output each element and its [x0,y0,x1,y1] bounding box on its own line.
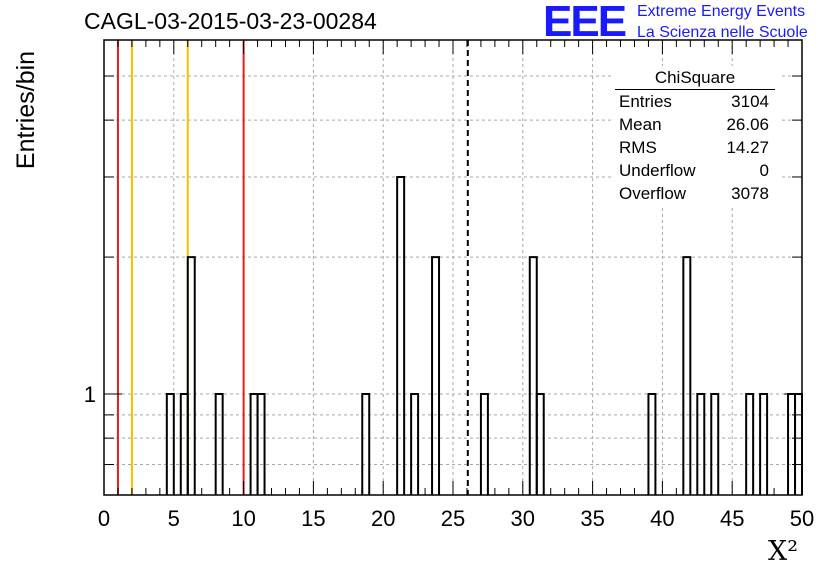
histogram-bar [361,393,371,495]
histogram-bar [186,256,196,495]
histogram-bar [535,393,545,495]
histogram-bar [256,393,266,495]
stats-label: Mean [619,115,662,134]
y-axis-label: Entries/bin [12,50,40,170]
histogram-bar [682,256,692,495]
stats-value: 3104 [731,92,769,111]
x-tick-label: 45 [720,506,744,531]
logo-subtitle-1: Extreme Energy Events [637,3,806,20]
stats-label: Underflow [619,161,696,180]
x-tick-label: 0 [98,506,110,531]
histogram-bar [431,256,441,495]
histogram-bar [710,393,720,495]
histogram-bar [396,175,406,495]
stats-value: 3078 [731,184,769,203]
stats-label: Overflow [619,184,687,203]
histogram-bar [647,393,657,495]
x-tick-label: 25 [441,506,465,531]
x-tick-label: 10 [231,506,255,531]
histogram-bar [214,393,224,495]
histogram-bar [696,393,706,495]
stats-row-overflow: Overflow 3078 [611,182,779,205]
stats-row-rms: RMS 14.27 [611,136,779,159]
stats-title: ChiSquare [615,66,775,90]
x-tick-label: 35 [580,506,604,531]
logo-subtitle-2: La Scienza nelle Scuole [637,24,808,41]
x-axis-label: X² [768,536,799,567]
x-tick-label: 50 [790,506,814,531]
histogram-bar [410,393,420,495]
stats-value: 14.27 [726,138,769,157]
eee-logo: EEE [543,0,627,46]
histogram-bar [528,256,538,495]
stats-box: ChiSquare Entries 3104 Mean 26.06 RMS 14.27… [611,66,779,205]
stats-value: 0 [759,161,769,180]
chart-title: CAGL-03-2015-03-23-00284 [84,8,377,34]
x-tick-label: 40 [650,506,674,531]
histogram-bar [165,393,175,495]
histogram-bar [759,393,769,495]
histogram-bar [479,393,489,495]
stats-value: 26.06 [726,115,769,134]
histogram-bar [179,393,189,495]
x-tick-label: 15 [301,506,325,531]
stats-row-underflow: Underflow 0 [611,159,779,182]
stats-label: RMS [619,138,657,157]
x-tick-label: 30 [511,506,535,531]
x-tick-label: 5 [168,506,180,531]
stats-row-entries: Entries 3104 [611,90,779,113]
stats-row-mean: Mean 26.06 [611,113,779,136]
x-tick-label: 20 [371,506,395,531]
histogram-bar [794,393,803,495]
histogram-bar [745,393,755,495]
histogram-bar [249,393,259,495]
y-tick-label: 1 [84,382,96,407]
histogram-bar [787,393,797,495]
stats-label: Entries [619,92,672,111]
